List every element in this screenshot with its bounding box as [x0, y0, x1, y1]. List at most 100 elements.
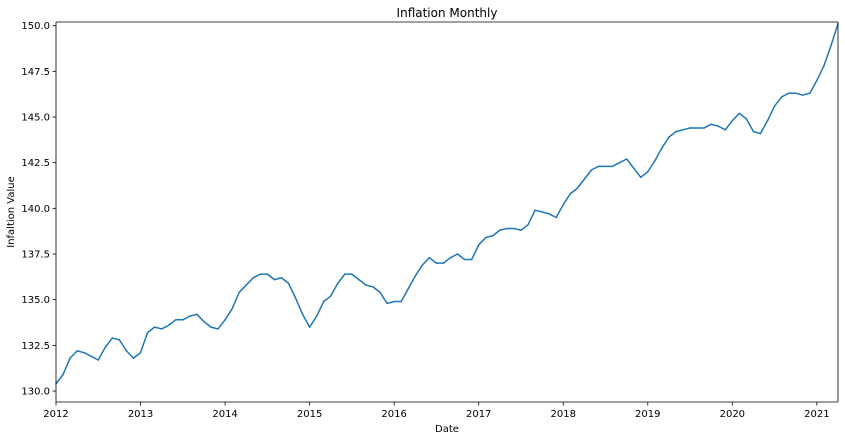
- data-point: [372, 286, 374, 288]
- data-point: [245, 284, 247, 286]
- data-point: [823, 65, 825, 67]
- data-point: [773, 105, 776, 107]
- y-tick-label-6: 145.0: [21, 113, 50, 124]
- data-point: [668, 136, 670, 138]
- data-point: [351, 273, 353, 275]
- data-point: [146, 331, 149, 334]
- data-point: [520, 229, 522, 232]
- data-point: [294, 297, 297, 299]
- data-point: [414, 275, 417, 277]
- y-axis: 130.0 132.5 135.0 137.5 140.0 142.5 145.0 147.5…: [21, 21, 56, 398]
- data-point: [111, 337, 114, 339]
- x-tick-label-1: 2013: [128, 409, 153, 420]
- data-point: [724, 129, 727, 131]
- data-point: [766, 119, 769, 122]
- y-tick-label-4: 140.0: [21, 204, 50, 215]
- data-point: [470, 258, 473, 261]
- data-point: [118, 339, 121, 341]
- data-point: [330, 295, 332, 297]
- data-point: [167, 324, 170, 327]
- x-tick-label-9: 2021: [804, 409, 829, 420]
- data-point: [449, 256, 452, 259]
- data-point: [379, 291, 381, 294]
- data-point: [238, 291, 240, 294]
- data-point: [548, 213, 550, 215]
- data-point: [273, 278, 276, 281]
- data-point: [802, 94, 804, 96]
- data-point: [315, 315, 318, 317]
- data-point: [675, 130, 677, 133]
- data-point: [308, 326, 311, 328]
- data-point: [506, 227, 508, 230]
- data-point: [175, 319, 177, 321]
- data-point: [485, 236, 487, 239]
- x-axis-label: Date: [435, 424, 459, 435]
- data-point: [196, 313, 198, 316]
- axes-spines: [55, 21, 839, 403]
- data-point: [527, 224, 529, 226]
- data-point: [139, 351, 142, 354]
- y-tick-label-1: 132.5: [21, 341, 50, 352]
- data-point: [456, 253, 459, 255]
- data-point: [555, 216, 557, 219]
- chart-title: Inflation Monthly: [397, 6, 498, 20]
- plot-area: [56, 22, 838, 402]
- data-point: [794, 92, 797, 94]
- data-point: [231, 308, 233, 310]
- data-point: [224, 319, 226, 321]
- data-point: [639, 176, 642, 179]
- data-point: [780, 96, 783, 98]
- data-point: [287, 282, 290, 284]
- data-point: [182, 319, 184, 321]
- data-point: [689, 127, 691, 129]
- data-point: [590, 169, 593, 171]
- y-tick-label-8: 150.0: [21, 21, 50, 32]
- data-point: [428, 256, 431, 259]
- data-point: [463, 258, 466, 261]
- data-point: [125, 350, 128, 352]
- x-tick-label-0: 2012: [43, 409, 68, 420]
- data-point: [301, 313, 304, 316]
- data-point: [400, 300, 402, 303]
- y-tick-label-5: 142.5: [21, 158, 50, 169]
- data-point: [210, 326, 212, 328]
- data-point: [576, 187, 579, 189]
- data-point: [513, 227, 515, 230]
- x-tick-label-7: 2019: [635, 409, 660, 420]
- data-point: [696, 127, 698, 129]
- data-point: [583, 178, 586, 180]
- data-point: [682, 129, 684, 131]
- data-point: [752, 130, 755, 133]
- data-point: [830, 45, 832, 47]
- data-point: [153, 326, 156, 328]
- data-point: [386, 302, 388, 305]
- data-point: [280, 277, 283, 279]
- data-point: [745, 118, 748, 120]
- data-point: [322, 300, 325, 303]
- x-tick-label-8: 2020: [720, 409, 745, 420]
- x-axis: 2012 2013 2014 2015 2016 2017 2018 2019 2020 2021: [43, 402, 830, 420]
- data-point: [759, 132, 762, 135]
- data-point: [541, 211, 543, 213]
- data-point: [618, 161, 621, 164]
- series-group: [55, 23, 839, 385]
- data-point: [569, 192, 572, 195]
- data-point: [266, 273, 269, 275]
- x-tick-label-3: 2015: [297, 409, 322, 420]
- data-point: [160, 328, 163, 330]
- data-point: [252, 277, 255, 279]
- y-tick-label-7: 147.5: [21, 67, 50, 78]
- data-point: [393, 300, 395, 303]
- data-point: [90, 355, 92, 358]
- data-point: [69, 357, 71, 359]
- data-point: [731, 119, 734, 122]
- data-point: [710, 123, 712, 126]
- data-point: [787, 92, 790, 94]
- data-point: [809, 92, 811, 94]
- data-point: [62, 373, 64, 376]
- data-point: [717, 125, 719, 127]
- data-point: [217, 328, 219, 330]
- data-point: [597, 165, 600, 168]
- data-point: [562, 203, 564, 206]
